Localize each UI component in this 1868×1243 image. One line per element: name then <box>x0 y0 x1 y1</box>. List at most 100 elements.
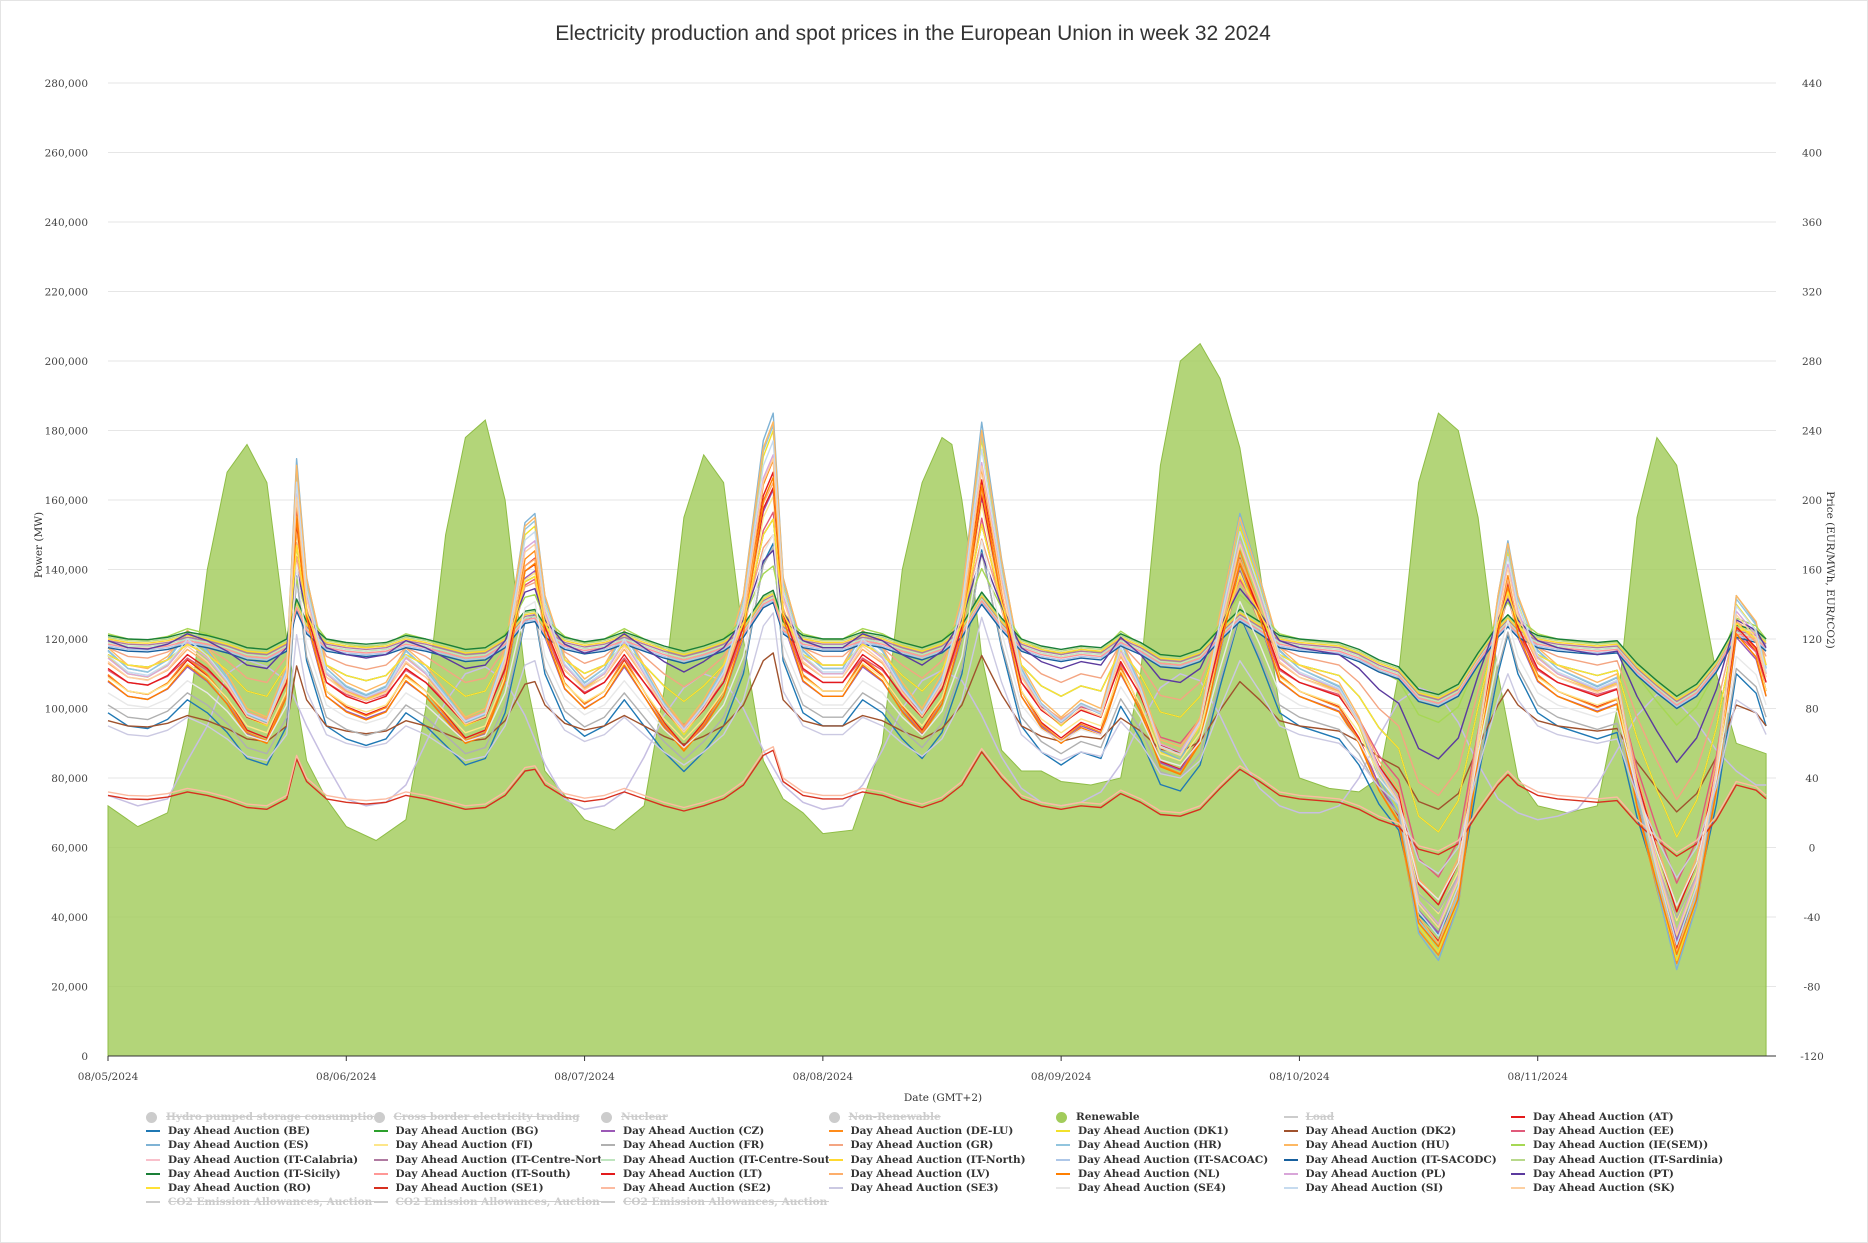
legend-item[interactable]: Day Ahead Auction (DE-LU) <box>828 1124 1057 1138</box>
legend-item[interactable]: Day Ahead Auction (IE(SEM)) <box>1511 1138 1739 1152</box>
legend-item[interactable]: Day Ahead Auction (BG) <box>373 1124 602 1138</box>
legend-item[interactable]: Day Ahead Auction (SE4) <box>1056 1181 1284 1195</box>
legend-item[interactable]: Day Ahead Auction (PL) <box>1283 1167 1512 1181</box>
legend-label: Day Ahead Auction (AT) <box>1533 1111 1674 1124</box>
y-left-tick-label: 40,000 <box>51 912 88 924</box>
legend-line-swatch <box>146 1130 160 1133</box>
y-left-tick-label: 80,000 <box>51 773 88 785</box>
legend-label: Day Ahead Auction (IT-Centre-South) <box>623 1153 829 1166</box>
price-series-line <box>107 421 1767 953</box>
price-series-line <box>107 596 1767 704</box>
legend-label: Day Ahead Auction (ES) <box>168 1139 309 1152</box>
legend-line-swatch <box>146 1187 160 1190</box>
legend-label: Day Ahead Auction (SE3) <box>850 1182 999 1195</box>
legend-line-swatch <box>1511 1158 1525 1161</box>
legend-item[interactable]: Day Ahead Auction (AT) <box>1511 1110 1739 1124</box>
y-left-tick-label: 200,000 <box>45 356 88 368</box>
legend-item[interactable]: Day Ahead Auction (IT-SACOAC) <box>1056 1153 1284 1167</box>
legend-item[interactable]: Day Ahead Auction (PT) <box>1511 1167 1739 1181</box>
legend-line-swatch <box>601 1201 615 1204</box>
legend-line-swatch <box>1283 1158 1298 1161</box>
legend-line-swatch <box>1056 1130 1070 1133</box>
load-line <box>107 659 1767 821</box>
legend-line-swatch <box>373 1172 388 1175</box>
legend-label: Day Ahead Auction (HR) <box>1078 1139 1222 1152</box>
y-left-tick-label: 220,000 <box>45 287 88 299</box>
legend-label: Day Ahead Auction (IE(SEM)) <box>1533 1139 1709 1152</box>
legend-item[interactable]: Non-Renewable <box>828 1110 1057 1124</box>
legend-item[interactable]: Day Ahead Auction (IT-Sardinia) <box>1511 1153 1739 1167</box>
y-left-tick-label: 0 <box>81 1051 88 1063</box>
legend-item[interactable]: Nuclear <box>601 1110 829 1124</box>
legend-item[interactable]: Renewable <box>1056 1110 1284 1124</box>
legend-item[interactable]: Day Ahead Auction (FR) <box>601 1138 829 1152</box>
legend-label: Day Ahead Auction (IT-North) <box>850 1153 1026 1166</box>
legend-label: Non-Renewable <box>848 1111 941 1124</box>
legend-item[interactable]: Day Ahead Auction (DK1) <box>1056 1124 1284 1138</box>
legend-item[interactable]: Day Ahead Auction (BE) <box>146 1124 374 1138</box>
y-right-tick-label: -40 <box>1804 912 1821 924</box>
legend-item[interactable]: Hydro pumped storage consumption <box>146 1110 374 1124</box>
renewable-area-layer <box>107 342 1767 1057</box>
x-tick-label: 08/06/2024 <box>316 1071 377 1083</box>
legend-label: CO2 Emission Allowances, Auction DE <box>168 1196 374 1209</box>
legend-item[interactable]: Day Ahead Auction (LT) <box>601 1167 829 1181</box>
legend-label: Day Ahead Auction (IT-Centre-North) <box>395 1153 602 1166</box>
legend-item[interactable]: Day Ahead Auction (IT-South) <box>373 1167 602 1181</box>
legend-item[interactable]: Day Ahead Auction (HR) <box>1056 1138 1284 1152</box>
legend-item[interactable]: Day Ahead Auction (CZ) <box>601 1124 829 1138</box>
legend-item[interactable]: Day Ahead Auction (IT-Sicily) <box>146 1167 374 1181</box>
legend-label: Hydro pumped storage consumption <box>166 1111 374 1124</box>
legend-label: Day Ahead Auction (IT-Sicily) <box>168 1167 341 1180</box>
legend-item[interactable]: Day Ahead Auction (SE3) <box>828 1181 1057 1195</box>
x-tick-label: 08/07/2024 <box>554 1071 615 1083</box>
legend-line-swatch <box>1056 1158 1070 1161</box>
legend-item[interactable]: Day Ahead Auction (LV) <box>828 1167 1057 1181</box>
legend-dot-swatch <box>601 1111 612 1123</box>
legend-item[interactable]: Day Ahead Auction (SI) <box>1283 1181 1512 1195</box>
y-right-tick-label: 400 <box>1802 148 1822 160</box>
y-left-tick-label: 180,000 <box>45 426 88 438</box>
legend-item[interactable]: Day Ahead Auction (GR) <box>828 1138 1057 1152</box>
legend-item[interactable]: Day Ahead Auction (SE2) <box>601 1181 829 1195</box>
legend-item[interactable]: Day Ahead Auction (FI) <box>373 1138 602 1152</box>
legend-item[interactable]: Day Ahead Auction (IT-Centre-North) <box>373 1153 602 1167</box>
legend-label: Day Ahead Auction (SK) <box>1533 1182 1675 1195</box>
legend-item[interactable]: Day Ahead Auction (RO) <box>146 1181 374 1195</box>
legend-line-swatch <box>828 1158 843 1161</box>
y-left-tick-label: 60,000 <box>51 843 88 855</box>
legend-item[interactable]: CO2 Emission Allowances, Auction PL <box>373 1195 601 1209</box>
price-lines-layer <box>107 412 1767 971</box>
y-left-tick-label: 280,000 <box>45 78 88 90</box>
legend-item[interactable]: CO2 Emission Allowances, Auction EU <box>601 1195 829 1209</box>
legend-item[interactable]: Day Ahead Auction (SE1) <box>373 1181 602 1195</box>
legend-item[interactable]: Day Ahead Auction (EE) <box>1511 1124 1739 1138</box>
price-series-line <box>107 476 1767 956</box>
legend-item[interactable]: CO2 Emission Allowances, Auction DE <box>146 1195 374 1209</box>
legend-item[interactable]: Day Ahead Auction (ES) <box>146 1138 374 1152</box>
price-series-line <box>107 749 1767 857</box>
legend-label: Day Ahead Auction (BE) <box>168 1125 311 1138</box>
y-right-tick-label: -120 <box>1800 1051 1824 1063</box>
price-series-line <box>107 746 1767 854</box>
legend-item[interactable]: Day Ahead Auction (NL) <box>1056 1167 1284 1181</box>
legend-item[interactable]: Day Ahead Auction (DK2) <box>1283 1124 1512 1138</box>
legend-item[interactable]: Day Ahead Auction (IT-Calabria) <box>146 1153 374 1167</box>
legend-item[interactable]: Day Ahead Auction (IT-SACODC) <box>1283 1153 1512 1167</box>
x-tick-label: 08/05/2024 <box>78 1071 139 1083</box>
legend-item[interactable]: Day Ahead Auction (IT-North) <box>828 1153 1057 1167</box>
y-axis-right-label: Price (EUR/MWh, EUR/tCO2) <box>1824 491 1836 649</box>
price-series-line <box>107 546 1767 919</box>
legend-line-swatch <box>828 1130 843 1133</box>
x-tick-label: 08/10/2024 <box>1269 1071 1330 1083</box>
legend-line-swatch <box>1511 1130 1525 1133</box>
legend-line-swatch <box>1283 1130 1298 1133</box>
legend-item[interactable]: Day Ahead Auction (SK) <box>1511 1181 1739 1195</box>
legend-item[interactable]: Day Ahead Auction (IT-Centre-South) <box>601 1153 829 1167</box>
legend-line-swatch <box>828 1187 843 1190</box>
legend-item[interactable]: Load <box>1283 1110 1512 1124</box>
axes-layer: 0 20,000 40,000 60,000 80,000 100,000 120,000 1… <box>45 78 1824 1083</box>
legend-item[interactable]: Cross border electricity trading <box>373 1110 602 1124</box>
legend-item[interactable]: Day Ahead Auction (HU) <box>1283 1138 1512 1152</box>
legend-line-swatch <box>1056 1144 1070 1147</box>
